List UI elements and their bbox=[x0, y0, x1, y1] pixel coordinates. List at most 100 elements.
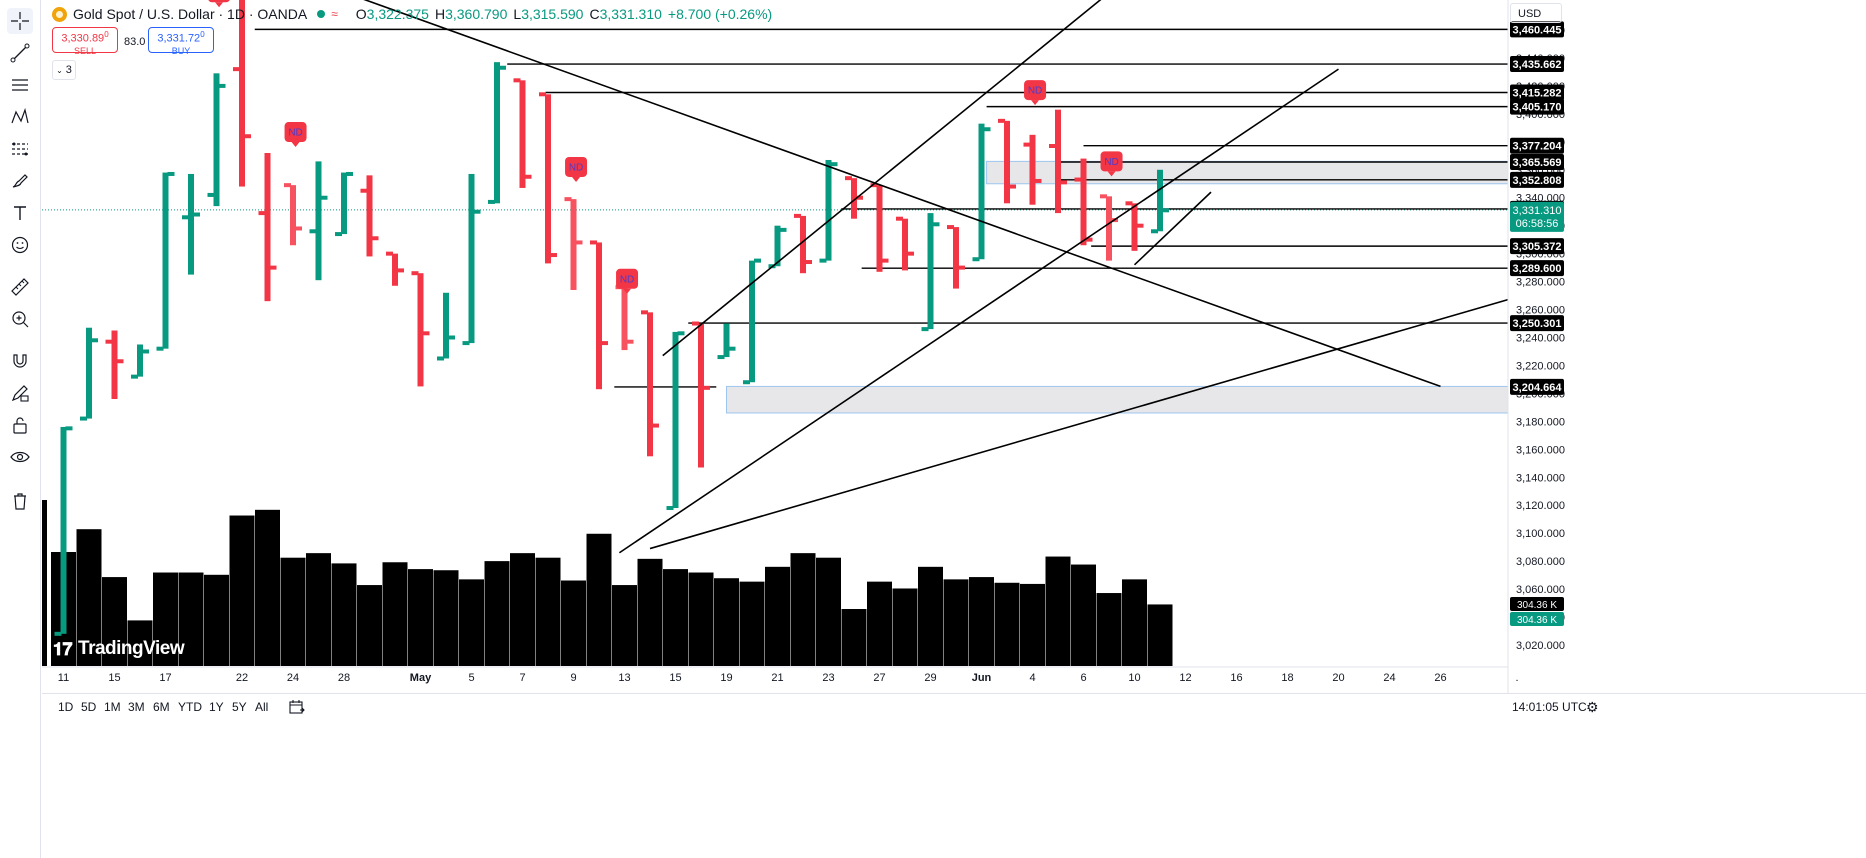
low-value: 3,315.590 bbox=[521, 6, 584, 22]
ruler-icon[interactable] bbox=[7, 274, 33, 300]
candle-body bbox=[774, 225, 781, 267]
eye-icon[interactable] bbox=[7, 444, 33, 470]
candle-body bbox=[315, 161, 322, 281]
candle-body bbox=[341, 172, 347, 235]
time-tick-label: 16 bbox=[1230, 672, 1242, 684]
gold-symbol-icon bbox=[52, 6, 67, 22]
candle-body bbox=[596, 242, 602, 390]
data-wave-icon: ≈ bbox=[331, 7, 338, 21]
volume-bar bbox=[433, 570, 459, 666]
candle-open-tick bbox=[972, 257, 980, 262]
drawing-toolbar bbox=[0, 0, 41, 858]
volume-bar bbox=[382, 562, 408, 666]
range-5d-button[interactable]: 5D bbox=[81, 700, 97, 714]
tradingview-logo[interactable]: 𝟏𝟕 TradingView bbox=[53, 638, 185, 660]
volume-bar bbox=[127, 620, 153, 666]
candle-body bbox=[1131, 203, 1138, 251]
volume-bar bbox=[637, 558, 663, 666]
sell-button[interactable]: 3,330.890 SELL bbox=[52, 27, 118, 56]
time-tick-label: 19 bbox=[720, 672, 732, 684]
time-tick-label: Jun bbox=[972, 672, 992, 684]
candle-body bbox=[519, 80, 526, 188]
candle-body bbox=[800, 215, 806, 274]
volume-bar bbox=[1020, 583, 1045, 666]
pattern-icon[interactable] bbox=[7, 104, 33, 130]
price-tick-label: 3,060.000 bbox=[1516, 584, 1565, 596]
volume-bar bbox=[331, 563, 357, 666]
candle-close-tick bbox=[142, 349, 149, 354]
candle-close-tick bbox=[856, 195, 863, 200]
lock-icon[interactable] bbox=[7, 412, 33, 438]
emoji-icon[interactable] bbox=[7, 232, 33, 258]
currency-select[interactable]: USD bbox=[1510, 3, 1562, 23]
candle-close-tick bbox=[1009, 184, 1016, 189]
range-all-button[interactable]: All bbox=[255, 700, 269, 714]
range-ytd-button[interactable]: YTD bbox=[178, 700, 202, 714]
candle-body bbox=[545, 94, 551, 264]
volume-bar bbox=[688, 572, 714, 666]
price-tag-bg bbox=[1510, 137, 1564, 154]
candle-close-tick bbox=[346, 171, 353, 176]
price-tag-label: 3,460.445 bbox=[1513, 24, 1562, 36]
go-to-date-icon[interactable] bbox=[288, 698, 306, 721]
candle-body bbox=[239, 0, 245, 187]
zoom-in-icon[interactable] bbox=[7, 306, 33, 332]
candle-close-tick bbox=[1060, 180, 1067, 185]
range-1m-button[interactable]: 1M bbox=[104, 700, 121, 714]
logo-text: TradingView bbox=[78, 638, 185, 659]
volume-bar-edge bbox=[42, 500, 47, 666]
range-3m-button[interactable]: 3M bbox=[128, 700, 145, 714]
candle-open-tick bbox=[870, 183, 878, 188]
crosshair-icon[interactable] bbox=[7, 8, 33, 34]
volume-bar bbox=[892, 588, 918, 666]
time-tick-label: 12 bbox=[1179, 672, 1191, 684]
lock-drawing-icon[interactable] bbox=[7, 380, 33, 406]
candle-body bbox=[111, 330, 118, 399]
range-6m-button[interactable]: 6M bbox=[153, 700, 170, 714]
volume-bar bbox=[153, 572, 178, 666]
price-tick-label: 3,140.000 bbox=[1516, 472, 1565, 484]
candle-close-tick bbox=[830, 162, 838, 167]
trash-icon[interactable] bbox=[7, 488, 33, 514]
candle-open-tick bbox=[692, 321, 699, 326]
nd-label-pointer bbox=[623, 288, 632, 294]
candle-open-tick bbox=[437, 356, 444, 361]
candle-close-tick bbox=[193, 212, 200, 217]
magnet-icon[interactable] bbox=[7, 348, 33, 374]
nd-label-bg bbox=[1024, 80, 1047, 101]
range-1d-button[interactable]: 1D bbox=[58, 700, 74, 714]
candle-body bbox=[188, 173, 194, 275]
candle-body bbox=[443, 292, 449, 359]
price-tag-bg bbox=[1510, 238, 1564, 255]
fib-retracement-icon[interactable] bbox=[7, 72, 33, 98]
price-chart[interactable]: NDNDNDNDNDND3,460.0003,440.0003,420.0003… bbox=[42, 0, 1866, 693]
price-tag-bg bbox=[1510, 56, 1564, 73]
candle-close-tick bbox=[473, 209, 481, 214]
buy-price-sup: 0 bbox=[200, 30, 205, 39]
current-price-label: 3,331.310 bbox=[1513, 205, 1562, 217]
brush-icon[interactable] bbox=[7, 168, 33, 194]
text-icon[interactable] bbox=[7, 200, 33, 226]
buy-button[interactable]: 3,331.720 BUY bbox=[148, 27, 214, 56]
forecast-icon[interactable] bbox=[7, 136, 33, 162]
candle-body bbox=[723, 323, 730, 358]
trend-line-icon[interactable] bbox=[7, 40, 33, 66]
candle-close-tick bbox=[295, 226, 302, 231]
clock-text[interactable]: 14:01:05 UTC bbox=[1512, 700, 1587, 714]
volume-bar bbox=[790, 553, 816, 666]
candle-close-tick bbox=[371, 236, 379, 241]
nd-label-bg bbox=[565, 156, 588, 177]
volume-tag-label: 304.36 K bbox=[1517, 600, 1557, 611]
price-tag-label: 3,352.808 bbox=[1513, 175, 1562, 187]
settings-gear-icon[interactable]: ⚙ bbox=[1586, 699, 1599, 715]
volume-tag-up-label: 304.36 K bbox=[1517, 615, 1557, 626]
candle-body bbox=[825, 159, 832, 261]
range-5y-button[interactable]: 5Y bbox=[232, 700, 247, 714]
time-tick-label: 15 bbox=[108, 672, 120, 684]
candle-close-tick bbox=[499, 65, 506, 70]
candle-open-tick bbox=[947, 225, 954, 230]
range-1y-button[interactable]: 1Y bbox=[209, 700, 224, 714]
candle-close-tick bbox=[218, 83, 226, 88]
symbol-title[interactable]: Gold Spot / U.S. Dollar · 1D · OANDA bbox=[73, 6, 308, 22]
indicators-toggle-button[interactable]: ⌄ 3 bbox=[52, 60, 76, 80]
